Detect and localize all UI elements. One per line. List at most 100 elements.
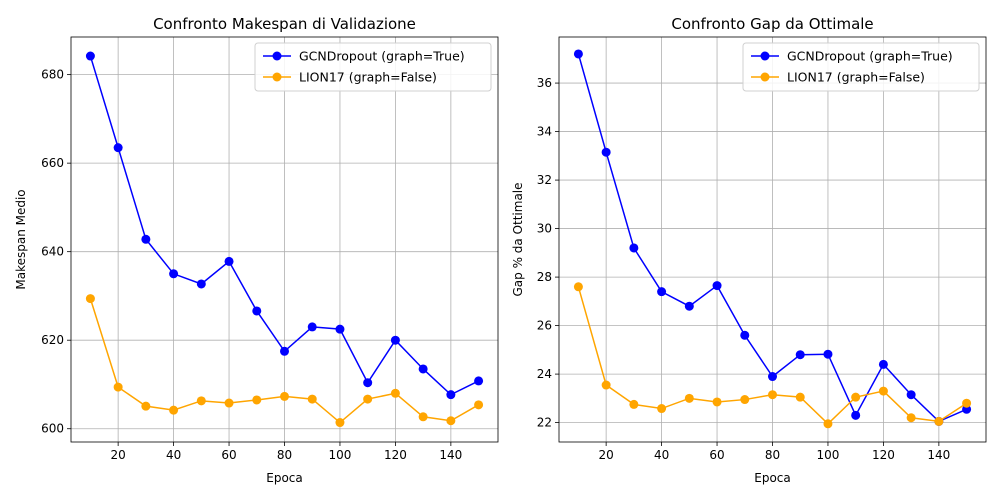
data-point (740, 395, 750, 405)
data-point (280, 391, 290, 401)
data-point (196, 279, 206, 289)
data-point (629, 399, 639, 409)
data-point (768, 390, 778, 400)
data-point (962, 398, 972, 408)
data-point (307, 322, 317, 332)
data-point (684, 393, 694, 403)
legend-marker (760, 51, 770, 61)
chart-title: Confronto Makespan di Validazione (153, 15, 416, 33)
y-tick-label: 34 (537, 125, 552, 139)
data-point (823, 349, 833, 359)
legend-box (254, 42, 492, 92)
y-axis-label: Makespan Medio (14, 189, 28, 289)
chart-panel-2: 20 40 60 80 100 120 140 22 24 26 28 30 32 34 36 Confron… (511, 15, 987, 485)
data-point (446, 416, 456, 426)
data-point (280, 346, 290, 356)
legend-label: GCNDropout (graph=True) (299, 49, 465, 64)
legend-marker (272, 72, 282, 82)
x-tick-label: 80 (765, 448, 780, 462)
data-point (906, 390, 916, 400)
data-point (795, 350, 805, 360)
data-point (85, 51, 95, 61)
chart-title: Confronto Gap da Ottimale (671, 15, 873, 33)
y-tick-label: 640 (41, 245, 64, 259)
x-tick-label: 140 (439, 448, 462, 462)
data-point (169, 269, 179, 279)
y-tick-label: 30 (537, 222, 552, 236)
data-point (657, 287, 667, 297)
data-point (684, 301, 694, 311)
data-point (390, 388, 400, 398)
data-point (196, 396, 206, 406)
data-point (906, 413, 916, 423)
x-tick-label: 140 (927, 448, 950, 462)
legend-label: GCNDropout (graph=True) (787, 49, 953, 64)
x-tick-label: 40 (654, 448, 669, 462)
legend-label: LION17 (graph=False) (299, 70, 437, 85)
data-point (878, 359, 888, 369)
y-tick-label: 22 (537, 416, 552, 430)
data-point (418, 364, 428, 374)
data-point (573, 49, 583, 59)
data-point (795, 392, 805, 402)
legend-marker (272, 51, 282, 61)
data-point (573, 282, 583, 292)
data-point (113, 382, 123, 392)
data-point (141, 401, 151, 411)
data-point (601, 380, 611, 390)
y-tick-label: 28 (537, 270, 552, 284)
legend-box (742, 42, 980, 92)
data-point (851, 392, 861, 402)
chart-panel-1: 20 40 60 80 100 120 140 600 620 640 660 680 Confront… (14, 15, 499, 485)
y-tick-label: 600 (41, 422, 64, 436)
x-tick-label: 120 (384, 448, 407, 462)
x-tick-label: 120 (872, 448, 895, 462)
x-tick-label: 100 (817, 448, 840, 462)
data-point (712, 281, 722, 291)
data-point (224, 256, 234, 266)
legend-label: LION17 (graph=False) (787, 70, 925, 85)
data-point (446, 390, 456, 400)
data-point (224, 398, 234, 408)
data-point (85, 294, 95, 304)
data-point (851, 410, 861, 420)
data-point (307, 394, 317, 404)
y-axis-label: Gap % da Ottimale (511, 182, 525, 296)
data-point (169, 405, 179, 415)
data-point (823, 419, 833, 429)
x-tick-label: 60 (709, 448, 724, 462)
legend: GCNDropout (graph=True) LION17 (graph=Fal… (742, 42, 980, 92)
x-tick-label: 100 (329, 448, 352, 462)
y-tick-label: 32 (537, 173, 552, 187)
data-point (363, 394, 373, 404)
x-tick-label: 20 (110, 448, 125, 462)
x-axis-label: Epoca (754, 471, 791, 485)
data-point (113, 143, 123, 153)
legend: GCNDropout (graph=True) LION17 (graph=Fal… (254, 42, 492, 92)
y-tick-label: 24 (537, 367, 552, 381)
data-point (657, 404, 667, 414)
y-tick-label: 680 (41, 68, 64, 82)
y-tick-label: 620 (41, 333, 64, 347)
y-tick-label: 26 (537, 319, 552, 333)
legend-marker (760, 72, 770, 82)
y-tick-label: 660 (41, 156, 64, 170)
data-point (418, 412, 428, 422)
data-point (474, 400, 484, 410)
data-point (252, 395, 262, 405)
x-tick-label: 20 (598, 448, 613, 462)
x-tick-label: 40 (166, 448, 181, 462)
data-point (252, 306, 262, 316)
data-point (768, 372, 778, 382)
x-tick-label: 60 (221, 448, 236, 462)
y-tick-label: 36 (537, 76, 552, 90)
data-point (474, 376, 484, 386)
data-point (740, 330, 750, 340)
x-axis-label: Epoca (266, 471, 303, 485)
data-point (390, 335, 400, 345)
data-point (712, 397, 722, 407)
data-point (335, 418, 345, 428)
data-point (878, 386, 888, 396)
data-point (141, 234, 151, 244)
